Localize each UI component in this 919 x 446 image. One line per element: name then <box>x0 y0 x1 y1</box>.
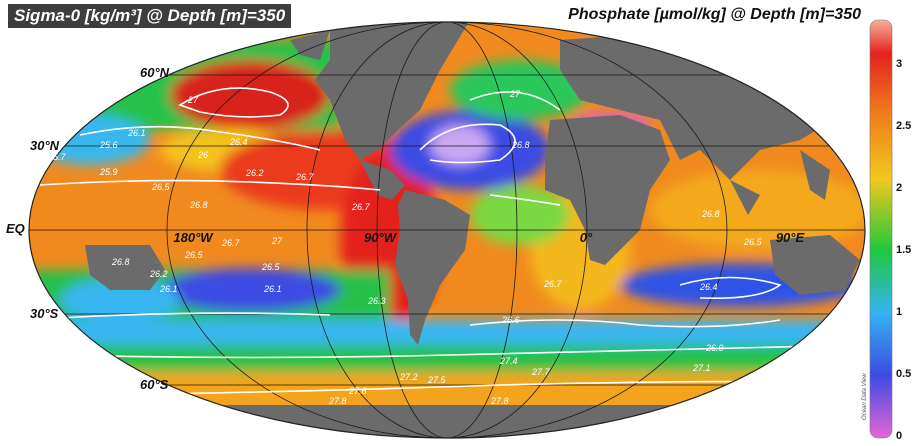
contour-label: 27.8 <box>490 396 509 406</box>
contour-label: 26.3 <box>367 296 386 306</box>
contour-label: 27.4 <box>499 356 518 366</box>
colorbar <box>869 19 893 439</box>
map-outline <box>28 21 866 439</box>
latitude-label: 60°S <box>140 377 169 392</box>
latitude-label: 60°N <box>140 65 170 80</box>
contour-label: 26.1 <box>127 128 146 138</box>
latitude-labels: 60°N 30°N EQ 30°S 60°S <box>6 65 170 392</box>
contour-label: 27 <box>271 236 283 246</box>
longitude-label: 90°E <box>776 230 805 245</box>
contour-label: 26.7 <box>351 202 371 212</box>
contour-label: 26.5 <box>261 262 281 272</box>
longitude-label: 90°W <box>364 230 398 245</box>
colorbar-tick: 1.5 <box>896 244 911 256</box>
contour-label: 26.2 <box>149 269 168 279</box>
contour-label: 26.8 <box>111 257 130 267</box>
colorbar-tick: 3 <box>896 58 902 70</box>
contour-label: 27 <box>509 89 521 99</box>
contour-label: 26.6 <box>501 315 520 325</box>
contour-label: 26.7 <box>295 172 315 182</box>
colorbar-tick: 0 <box>896 430 902 442</box>
contour-label: 26.5 <box>184 250 204 260</box>
contour-label: 25.7 <box>47 152 67 162</box>
contour-label: 27.7 <box>531 367 551 377</box>
contour-label: 26 <box>197 150 208 160</box>
left-title: Sigma-0 [kg/m³] @ Depth [m]=350 <box>8 4 292 28</box>
contour-label: 27.2 <box>399 372 418 382</box>
contour-label: 27.1 <box>692 363 711 373</box>
longitude-label: 0° <box>580 230 593 245</box>
colorbar-tick: 1 <box>896 306 902 318</box>
contour-label: 26.5 <box>743 237 763 247</box>
contour-label: 26.4 <box>699 282 718 292</box>
contour-label: 26.8 <box>189 200 208 210</box>
contour-label: 25.9 <box>99 167 118 177</box>
contour-label: 26.5 <box>151 182 171 192</box>
colorbar-brand: Ocean Data View <box>862 373 868 420</box>
latitude-label: 30°S <box>30 306 59 321</box>
contour-label: 26.2 <box>245 168 264 178</box>
contour-label: 26.7 <box>543 279 563 289</box>
contour-label: 26.8 <box>701 209 720 219</box>
contour-label: 26.8 <box>511 140 530 150</box>
longitude-label: 180°W <box>173 230 214 245</box>
colorbar-tick: 2.5 <box>896 120 911 132</box>
contour-label: 27 <box>187 95 199 105</box>
colorbar-ticks: 3 2.5 2 1.5 1 0.5 0 <box>896 58 911 442</box>
contour-label: 26.1 <box>159 284 178 294</box>
contour-label: 27.5 <box>427 375 447 385</box>
contour-label: 27.6 <box>348 386 367 396</box>
contour-label: 27.8 <box>328 396 347 406</box>
longitude-labels: 180°W 90°W 0° 90°E <box>173 230 804 245</box>
graticule <box>29 22 865 438</box>
right-title: Phosphate [µmol/kg] @ Depth [m]=350 <box>568 6 861 23</box>
contour-label: 26.4 <box>229 137 248 147</box>
contour-label: 26.7 <box>221 238 241 248</box>
contour-labels: 27 26.1 25.6 25.7 26 26.4 25.9 26.2 26.5 26.7 26.8… <box>47 89 763 406</box>
contour-label: 25.6 <box>99 140 118 150</box>
colorbar-tick: 2 <box>896 182 902 194</box>
latitude-label: EQ <box>6 221 25 236</box>
contour-label: 26.1 <box>263 284 282 294</box>
latitude-label: 30°N <box>30 138 60 153</box>
colorbar-tick: 0.5 <box>896 368 911 380</box>
contour-label: 26.9 <box>705 343 724 353</box>
